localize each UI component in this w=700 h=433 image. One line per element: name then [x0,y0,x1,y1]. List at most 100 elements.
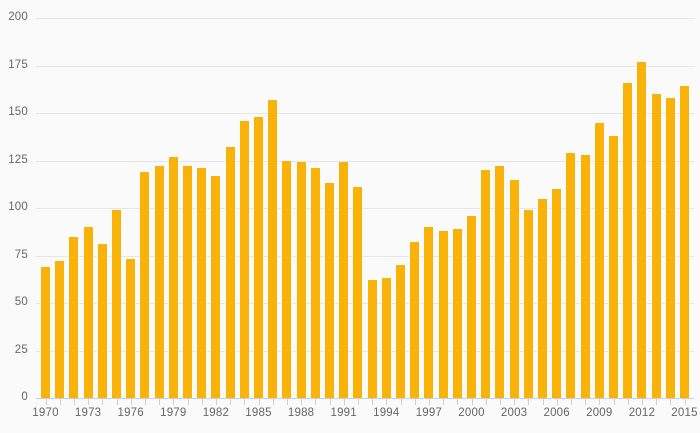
x-axis-tick [528,399,529,405]
bar-2005[interactable] [538,198,547,398]
bar-2014[interactable] [665,97,675,398]
bar-1977[interactable] [140,171,150,398]
bar-1989[interactable] [310,168,320,398]
bar-2011[interactable] [623,82,633,398]
x-axis-tick [358,399,359,405]
bar-1986[interactable] [268,99,278,398]
x-axis-tick [599,399,600,405]
bar-1999[interactable] [452,228,462,398]
x-axis-tick [670,399,671,405]
bar-2002[interactable] [495,166,505,398]
bar-1971[interactable] [55,261,65,398]
x-axis-tick [628,399,629,405]
bar-2007[interactable] [566,152,576,398]
x-axis-tick [372,399,373,405]
y-axis-tick-label: 150 [8,106,28,118]
x-axis-tick-label: 2015 [671,407,698,419]
bar-2004[interactable] [523,209,533,398]
bar-1984[interactable] [239,120,249,398]
bar-1985[interactable] [254,116,263,398]
plot-area [36,18,694,398]
bar-1995[interactable] [396,265,405,398]
bar-2008[interactable] [580,154,590,398]
x-axis-tick [216,399,217,405]
x-axis-tick-label: 1970 [32,407,59,419]
bar-1975[interactable] [112,209,121,398]
y-axis-tick-label: 25 [14,343,28,356]
y-axis-tick-label: 0 [21,391,28,403]
bar-1990[interactable] [325,183,334,398]
bar-1974[interactable] [97,244,107,398]
bar-1981[interactable] [197,168,207,398]
bar-1996[interactable] [410,242,420,398]
gridline [36,113,694,114]
x-axis-tick [88,399,89,405]
x-axis-tick [443,399,444,405]
x-axis-tick [117,399,118,405]
x-axis-tick-label: 2009 [586,407,613,419]
x-axis-tick [386,399,387,405]
x-axis-tick [656,399,657,405]
x-axis-tick [642,399,643,405]
x-axis-tick [429,399,430,405]
bar-1993[interactable] [367,280,377,398]
bar-1970[interactable] [41,266,50,398]
bar-2015[interactable] [680,86,689,398]
y-axis-tick-label: 50 [14,296,28,308]
bar-1982[interactable] [211,175,221,398]
x-axis-tick [244,399,245,405]
bar-2010[interactable] [609,135,618,398]
x-axis-tick [557,399,558,405]
x-axis-tick [145,399,146,405]
bar-1972[interactable] [69,236,79,398]
bar-1991[interactable] [339,162,349,398]
bar-1983[interactable] [225,147,235,398]
bar-1979[interactable] [168,156,178,398]
x-axis-tick-label: 1991 [330,407,357,419]
bar-1994[interactable] [381,278,391,398]
x-axis-tick [472,399,473,405]
bar-1987[interactable] [282,160,292,398]
bar-2006[interactable] [552,189,562,398]
x-axis-tick [614,399,615,405]
x-axis-tick [188,399,189,405]
bar-1976[interactable] [126,259,136,398]
x-axis-tick-label: 1994 [373,407,400,419]
x-axis-tick [273,399,274,405]
x-axis-tick-label: 2006 [543,407,570,419]
bar-1998[interactable] [438,230,448,398]
x-axis-tick [173,399,174,405]
bars-layer [36,18,694,398]
x-axis-tick [301,399,302,405]
gridline [36,160,694,162]
bar-2009[interactable] [594,122,604,398]
bar-1973[interactable] [83,227,93,398]
y-axis-tick-label: 75 [14,248,28,261]
x-axis-tick [585,399,586,405]
x-axis-tick-label: 2003 [500,407,528,419]
x-axis-tick [344,399,345,405]
x-axis-tick [102,399,103,405]
bar-1978[interactable] [154,166,164,398]
bar-1997[interactable] [424,227,434,398]
x-axis-tick [46,399,47,405]
bar-2003[interactable] [509,179,519,398]
x-axis-tick-label: 2012 [628,407,656,419]
bar-2013[interactable] [651,94,661,398]
bar-1992[interactable] [353,187,363,398]
x-axis-tick [514,399,515,405]
x-axis-tick [486,399,487,405]
x-axis-tick-label: 1979 [160,407,187,419]
bar-1988[interactable] [296,162,306,398]
x-axis-tick-label: 1982 [202,407,230,419]
bar-1980[interactable] [183,166,192,398]
bar-2012[interactable] [637,61,647,398]
x-axis-tick [330,399,331,405]
gridline [36,350,694,352]
bar-2001[interactable] [481,170,491,398]
x-axis-tick [543,399,544,405]
bar-2000[interactable] [467,215,476,398]
x-axis-tick [500,399,501,405]
x-axis-tick [74,399,75,405]
x-axis-tick-label: 1985 [245,407,272,419]
